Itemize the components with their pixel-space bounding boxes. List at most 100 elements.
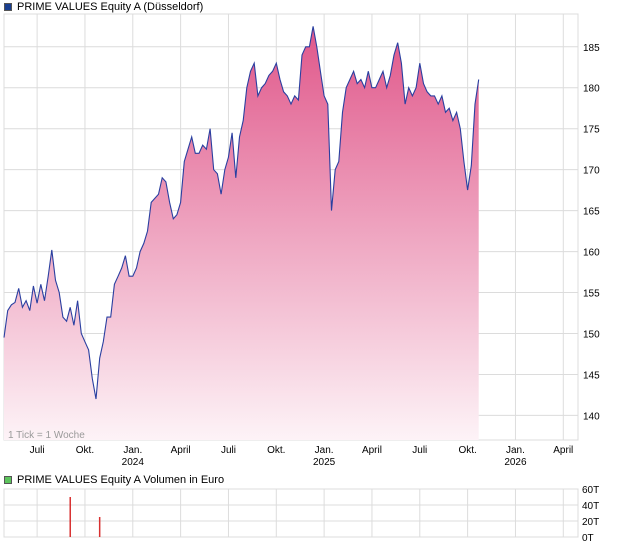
price-point-31	[118, 276, 119, 277]
price-point-79	[294, 95, 295, 96]
x-year-2026: 2026	[504, 457, 527, 468]
price-point-34	[129, 276, 130, 277]
price-point-120	[445, 112, 446, 113]
price-point-98	[364, 87, 365, 88]
price-point-99	[368, 71, 369, 72]
price-point-82	[305, 46, 306, 47]
volume-bar-1	[98, 517, 101, 537]
price-point-65	[243, 120, 244, 121]
price-point-113	[419, 63, 420, 64]
price-point-129	[478, 79, 479, 80]
price-point-40	[151, 202, 152, 203]
price-point-123	[456, 112, 457, 113]
price-point-50	[187, 149, 188, 150]
price-point-17	[66, 321, 67, 322]
volume-y-tick-40: 40T	[582, 501, 599, 512]
price-y-tick-175: 175	[583, 125, 600, 136]
price-point-87	[324, 95, 325, 96]
x-tick-8: Juli	[412, 445, 427, 456]
price-point-69	[257, 95, 258, 96]
price-point-10	[40, 284, 41, 285]
price-point-2	[11, 304, 12, 305]
price-point-117	[434, 95, 435, 96]
x-tick-2: Jan.	[123, 445, 142, 456]
price-point-58	[217, 173, 218, 174]
x-year-2024: 2024	[122, 457, 145, 468]
price-point-23	[88, 349, 89, 350]
price-point-116	[430, 95, 431, 96]
price-point-24	[92, 378, 93, 379]
price-point-101	[375, 87, 376, 88]
x-tick-7: April	[362, 445, 382, 456]
price-panel: 140 145 150 155 160 165 170 175 180 185 Juli Okt. Ja…	[3, 13, 600, 468]
price-point-106	[393, 54, 394, 55]
price-point-57	[213, 169, 214, 170]
price-point-92	[342, 112, 343, 113]
price-point-89	[331, 210, 332, 211]
price-point-6	[26, 300, 27, 301]
price-line	[3, 26, 480, 400]
price-point-86	[320, 71, 321, 72]
price-point-97	[360, 79, 361, 80]
price-point-76	[283, 91, 284, 92]
price-point-42	[158, 194, 159, 195]
price-point-94	[349, 79, 350, 80]
price-point-0	[3, 337, 4, 338]
price-point-56	[210, 128, 211, 129]
price-point-43	[162, 177, 163, 178]
price-point-16	[62, 317, 63, 318]
price-point-13	[51, 249, 52, 250]
price-point-15	[59, 292, 60, 293]
price-point-46	[173, 218, 174, 219]
price-point-111	[412, 95, 413, 96]
price-point-26	[99, 358, 100, 359]
price-point-48	[180, 202, 181, 203]
price-point-78	[290, 104, 291, 105]
price-point-21	[81, 333, 82, 334]
price-point-95	[353, 71, 354, 72]
tick-note: 1 Tick = 1 Woche	[8, 430, 85, 441]
price-point-60	[224, 169, 225, 170]
price-point-91	[338, 161, 339, 162]
price-point-14	[55, 280, 56, 281]
price-point-62	[232, 132, 233, 133]
volume-legend-swatch	[4, 476, 12, 484]
price-point-121	[449, 108, 450, 109]
price-point-8	[33, 285, 34, 286]
price-point-68	[254, 63, 255, 64]
price-point-108	[401, 63, 402, 64]
price-point-75	[279, 79, 280, 80]
x-tick-6: Jan.	[315, 445, 334, 456]
price-point-29	[110, 317, 111, 318]
price-point-54	[202, 145, 203, 146]
price-point-110	[408, 87, 409, 88]
volume-y-tick-0: 0T	[582, 533, 594, 544]
price-legend-label: PRIME VALUES Equity A (Düsseldorf)	[17, 1, 204, 13]
price-point-77	[287, 95, 288, 96]
volume-y-tick-20: 20T	[582, 517, 599, 528]
price-point-126	[467, 190, 468, 191]
price-point-55	[206, 149, 207, 150]
volume-bar-0	[69, 497, 71, 537]
price-point-9	[37, 303, 38, 304]
price-point-66	[246, 87, 247, 88]
price-point-119	[441, 95, 442, 96]
price-point-100	[371, 87, 372, 88]
price-point-70	[261, 87, 262, 88]
price-point-103	[382, 71, 383, 72]
volume-plot-frame	[3, 488, 579, 538]
price-point-112	[416, 87, 417, 88]
x-tick-9: Okt.	[458, 445, 476, 456]
price-point-22	[84, 341, 85, 342]
price-y-tick-140: 140	[583, 411, 600, 422]
price-point-61	[228, 157, 229, 158]
price-point-83	[309, 46, 310, 47]
price-point-102	[379, 79, 380, 80]
price-y-tick-155: 155	[583, 289, 600, 300]
price-point-73	[272, 71, 273, 72]
price-point-47	[176, 214, 177, 215]
price-point-25	[95, 398, 96, 399]
price-point-115	[427, 91, 428, 92]
price-point-84	[313, 26, 314, 27]
